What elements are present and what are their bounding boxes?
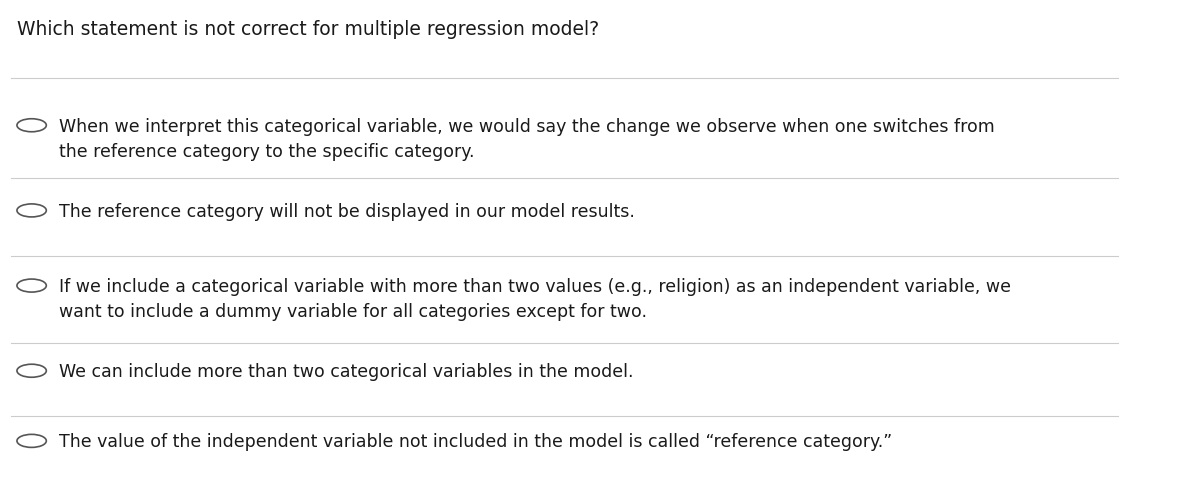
Text: Which statement is not correct for multiple regression model?: Which statement is not correct for multi… <box>17 20 599 39</box>
Text: We can include more than two categorical variables in the model.: We can include more than two categorical… <box>59 363 634 381</box>
Text: If we include a categorical variable with more than two values (e.g., religion) : If we include a categorical variable wit… <box>59 278 1010 321</box>
Text: The reference category will not be displayed in our model results.: The reference category will not be displ… <box>59 203 635 221</box>
Text: The value of the independent variable not included in the model is called “refer: The value of the independent variable no… <box>59 433 892 451</box>
Text: When we interpret this categorical variable, we would say the change we observe : When we interpret this categorical varia… <box>59 118 995 161</box>
